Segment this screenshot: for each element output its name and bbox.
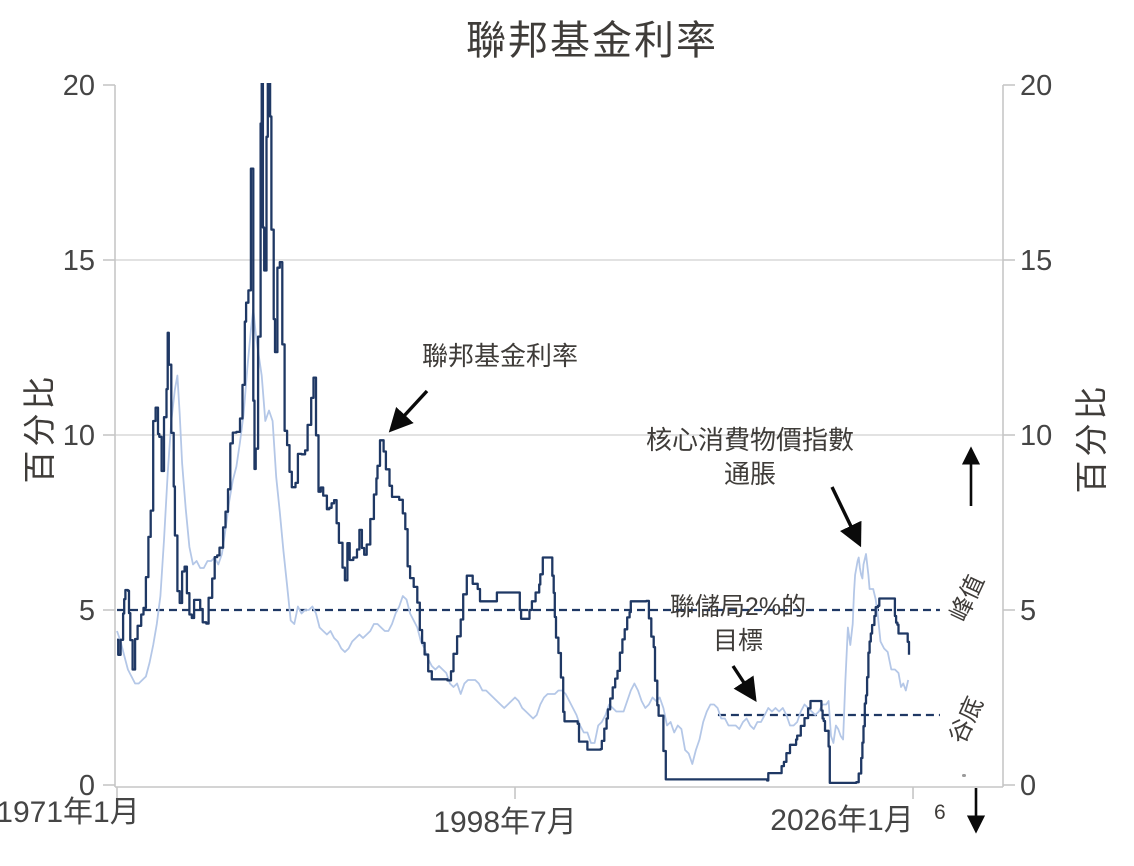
y-axis-title-left: 百分比 xyxy=(21,372,58,484)
y-axis-tick-label-right: 5 xyxy=(1020,595,1036,627)
fed-funds-rate-line xyxy=(117,83,911,785)
annotation-fed-target-line1: 聯儲局2%的 xyxy=(669,593,807,621)
chart-title: 聯邦基金利率 xyxy=(466,19,718,63)
artifact-dot xyxy=(962,774,966,777)
annotation-fed-funds-label: 聯邦基金利率 xyxy=(422,339,578,373)
footnote-marker: 6 xyxy=(934,801,946,824)
y-axis-tick-label-right: 20 xyxy=(1020,70,1052,102)
core-cpi-annotation-arrow xyxy=(830,486,862,548)
fed-funds-annotation-arrow xyxy=(388,389,429,433)
y-axis-tick-label-left: 20 xyxy=(63,70,95,102)
x-axis-tick-label: 1998年7月 xyxy=(433,806,576,839)
annotation-core-cpi-label: 核心消費物價指數 通脹 xyxy=(646,423,854,491)
annotation-fed-funds-text: 聯邦基金利率 xyxy=(421,341,579,371)
series-group xyxy=(116,83,911,785)
y-axis-title-right: 百分比 xyxy=(1073,382,1110,494)
y-axis-tick-label-left: 0 xyxy=(79,770,95,802)
y-axis-tick-label-right: 0 xyxy=(1020,770,1036,802)
y-axis-tick-label-right: 10 xyxy=(1020,420,1052,452)
annotation-core-cpi-line1: 核心消費物價指數 xyxy=(645,425,855,455)
x-axis-tick-label: 2026年1月 xyxy=(770,804,913,837)
annotation-fed-target-label: 聯儲局2%的 目標 xyxy=(670,590,806,658)
core-cpi-inflation-line xyxy=(116,308,910,765)
y-axis-tick-label-left: 5 xyxy=(79,595,95,627)
annotation-core-cpi-line2: 通脹 xyxy=(723,459,777,489)
annotation-fed-target-line2: 目標 xyxy=(712,627,764,655)
y-axis-tick-label-left: 15 xyxy=(63,245,95,277)
y-axis-tick-label-right: 15 xyxy=(1020,245,1052,277)
fed-target-annotation-arrow xyxy=(731,665,757,702)
x-axis-tick-label: 1971年1月 xyxy=(0,796,140,829)
y-axis-tick-label-left: 10 xyxy=(63,420,95,452)
